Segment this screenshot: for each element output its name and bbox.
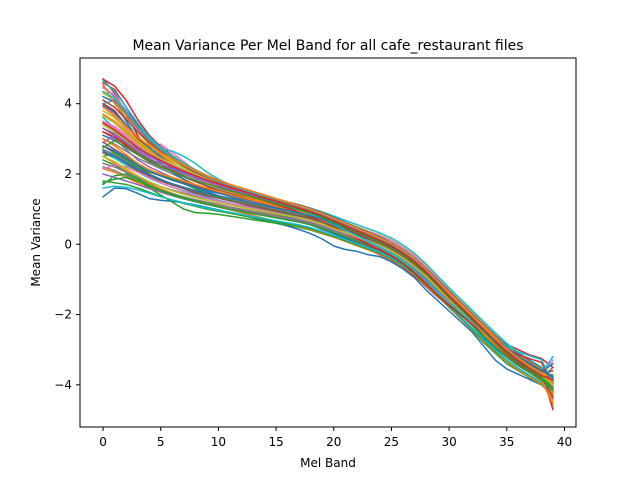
series-line-30 xyxy=(102,185,554,393)
series-line-52 xyxy=(102,106,554,385)
x-tick-label: 40 xyxy=(557,435,572,449)
x-axis: 0 5 10 15 20 25 30 35 40 xyxy=(99,427,572,449)
y-tick-label: 4 xyxy=(64,97,72,111)
y-tick-label: 2 xyxy=(64,167,72,181)
x-tick-label: 10 xyxy=(211,435,226,449)
x-tick-label: 35 xyxy=(499,435,514,449)
x-tick-label: 0 xyxy=(99,435,107,449)
y-tick-label: 0 xyxy=(64,237,72,251)
y-tick-label: −2 xyxy=(54,308,72,322)
series-line-54 xyxy=(102,121,554,381)
series-line-43 xyxy=(102,176,554,392)
x-tick-label: 25 xyxy=(384,435,399,449)
chart-title: Mean Variance Per Mel Band for all cafe_… xyxy=(132,38,523,54)
x-tick-label: 15 xyxy=(268,435,283,449)
axes-frame xyxy=(79,57,577,428)
x-tick-label: 30 xyxy=(441,435,456,449)
series-line-10 xyxy=(102,116,554,379)
x-tick-label: 20 xyxy=(326,435,341,449)
x-tick-label: 5 xyxy=(157,435,165,449)
series-layer xyxy=(102,78,554,411)
y-axis: −4 −2 0 2 4 xyxy=(54,97,80,392)
x-axis-label: Mel Band xyxy=(300,456,356,470)
y-axis-label: Mean Variance xyxy=(29,198,43,286)
y-tick-label: −4 xyxy=(54,378,72,392)
series-line-53 xyxy=(102,139,554,390)
plot-area xyxy=(79,57,577,428)
